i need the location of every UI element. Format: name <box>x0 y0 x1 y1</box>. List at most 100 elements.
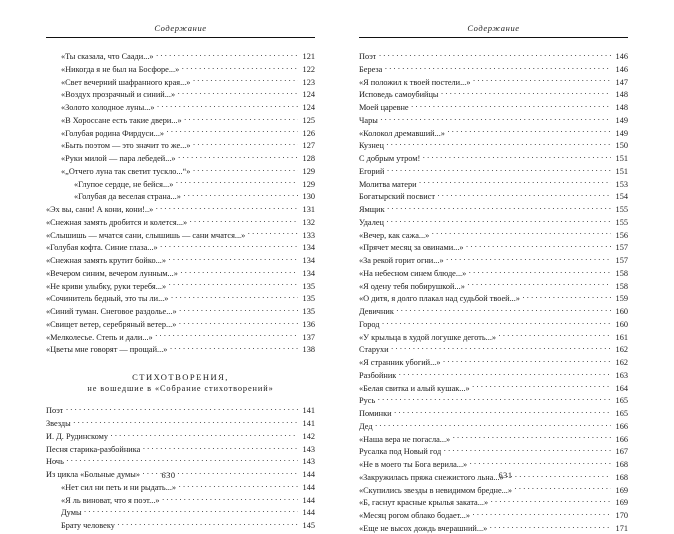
toc-entry[interactable]: Русалка под Новый год 167 <box>359 446 628 457</box>
toc-entry[interactable]: «Нет сил ни петь и ни рыдать...» 144 <box>46 482 315 493</box>
dot-leader <box>169 255 298 263</box>
toc-entry[interactable]: «Я ль виноват, что я поэт...» 144 <box>46 495 315 506</box>
toc-entry[interactable]: «Голубая да веселая страна...» 130 <box>46 191 315 202</box>
toc-entry-title: «Наша вера не погасла...» <box>359 434 451 444</box>
toc-entry-page-number: 123 <box>302 77 315 87</box>
toc-entry[interactable]: Чары 149 <box>359 115 628 126</box>
toc-entry[interactable]: «Эх вы, сани! А кони, кони!..» 131 <box>46 204 315 215</box>
toc-entry[interactable]: «Не криви улыбку, руки теребя...» 135 <box>46 281 315 292</box>
dot-leader <box>419 179 610 187</box>
toc-entry[interactable]: «На небесном синем блюде...» 158 <box>359 268 628 279</box>
toc-entry[interactable]: «Месяц рогом облако бодает...» 170 <box>359 510 628 521</box>
toc-entry[interactable]: Песня старика-разбойника 143 <box>46 444 315 455</box>
toc-entry[interactable]: Исповедь самоубийцы 148 <box>359 89 628 100</box>
toc-entry[interactable]: Разбойник 163 <box>359 370 628 381</box>
toc-entry[interactable]: «Еще не высох дождь вчерашний...» 171 <box>359 523 628 534</box>
dot-leader <box>66 456 297 464</box>
toc-entry-title: Удалец <box>359 217 384 227</box>
toc-entry[interactable]: Старухи 162 <box>359 344 628 355</box>
toc-entry[interactable]: «Цветы мне говорят — прощай...» 138 <box>46 344 315 355</box>
toc-entry[interactable]: «Снежная замять дробится и колется...» 13… <box>46 217 315 228</box>
toc-entry[interactable]: Поминки 165 <box>359 408 628 419</box>
toc-entry[interactable]: «В Хороссане есть такие двери...» 125 <box>46 115 315 126</box>
toc-entry-title: «Голубая да веселая страна...» <box>74 192 181 202</box>
toc-entry[interactable]: «Синий туман. Снеговое раздолье...» 135 <box>46 306 315 317</box>
toc-entry[interactable]: «Закружилась пряжа снежистого льна...» 16… <box>359 472 628 483</box>
toc-entry-page-number: 144 <box>302 508 315 518</box>
toc-entry[interactable]: «Свет вечерний шафранного края...» 123 <box>46 77 315 88</box>
toc-entry-page-number: 157 <box>615 243 628 253</box>
toc-entry[interactable]: «Снежная замять крутит бойко...» 134 <box>46 255 315 266</box>
toc-entry[interactable]: Богатырский посвист 154 <box>359 191 628 202</box>
toc-entry[interactable]: «Белая свитка и алый кушак...» 164 <box>359 383 628 394</box>
dot-leader <box>184 115 297 123</box>
toc-entry-page-number: 148 <box>615 90 628 100</box>
toc-entry[interactable]: «Воздух прозрачный и синий...» 124 <box>46 89 315 100</box>
toc-entry-page-number: 158 <box>615 268 628 278</box>
toc-entry[interactable]: «Я положил к твоей постели...» 147 <box>359 77 628 88</box>
toc-entry[interactable]: «„Отчего луна так светит тускло...“» 129 <box>46 166 315 177</box>
toc-entry[interactable]: «Сочинитель бедный, это ты ли...» 135 <box>46 293 315 304</box>
toc-entry[interactable]: Думы 144 <box>46 507 315 518</box>
toc-entry-page-number: 166 <box>615 421 628 431</box>
toc-entry[interactable]: Удалец 155 <box>359 217 628 228</box>
toc-entry-title: Береза <box>359 64 383 74</box>
toc-entry[interactable]: Ночь 143 <box>46 456 315 467</box>
dot-leader <box>248 230 298 238</box>
toc-entry-title: Чары <box>359 115 378 125</box>
toc-entry[interactable]: Поэт 146 <box>359 51 628 62</box>
toc-entry[interactable]: «За рекой горит огни...» 157 <box>359 255 628 266</box>
toc-entry[interactable]: «Голубая родина Фирдуси...» 126 <box>46 128 315 139</box>
toc-entry[interactable]: С добрым утром! 151 <box>359 153 628 164</box>
toc-entry[interactable]: «Я странник убогий...» 162 <box>359 357 628 368</box>
toc-entry[interactable]: Дед 166 <box>359 421 628 432</box>
toc-entry[interactable]: Поэт 141 <box>46 405 315 416</box>
toc-entry[interactable]: «Я одену тебя побирушкой...» 158 <box>359 281 628 292</box>
toc-entry-title: Брату человеку <box>61 521 115 531</box>
toc-entry[interactable]: Звезды 141 <box>46 418 315 429</box>
toc-entry-page-number: 129 <box>302 179 315 189</box>
toc-entry[interactable]: «Вечером синим, вечером лунным...» 134 <box>46 268 315 279</box>
toc-entry[interactable]: Егорий 151 <box>359 166 628 177</box>
toc-entry-page-number: 148 <box>615 103 628 112</box>
toc-entry[interactable]: Моей царевне 148 <box>359 102 628 113</box>
dot-leader <box>522 293 610 301</box>
toc-entry[interactable]: «Руки милой — пара лебедей...» 128 <box>46 153 315 164</box>
toc-entry-title: «За рекой горит огни...» <box>359 256 444 265</box>
toc-entry[interactable]: «Ты сказала, что Саади...» 121 <box>46 51 315 62</box>
toc-entry[interactable]: «Б, гаснут красные крылья заката...» 169 <box>359 497 628 508</box>
toc-entry[interactable]: «Свищет ветер, серебряный ветер...» 136 <box>46 319 315 330</box>
toc-entry[interactable]: И. Д. Рудинскому 142 <box>46 431 315 442</box>
toc-entry[interactable]: «Прячет месяц за овинами...» 157 <box>359 242 628 253</box>
toc-entry[interactable]: Русь 165 <box>359 395 628 406</box>
toc-entry[interactable]: Береза 146 <box>359 64 628 75</box>
toc-entry[interactable]: «У крыльца в худой логушке деготь...» 161 <box>359 332 628 343</box>
dot-leader <box>176 179 298 187</box>
toc-entry-page-number: 143 <box>302 457 315 467</box>
toc-entry-title: «„Отчего луна так светит тускло...“» <box>61 166 191 176</box>
toc-entry[interactable]: Из цикла «Больные думы» 144 <box>46 469 315 480</box>
toc-entry[interactable]: Ямщик 155 <box>359 204 628 215</box>
toc-entry[interactable]: «Глупое сердце, не бейся...» 129 <box>46 179 315 190</box>
toc-entry[interactable]: Кузнец 150 <box>359 140 628 151</box>
toc-entry[interactable]: «Голубая кофта. Синие глаза...» 134 <box>46 242 315 253</box>
toc-entry[interactable]: «Золото холодное луны...» 124 <box>46 102 315 113</box>
toc-entry[interactable]: «Быть поэтом — это значит то же...» 127 <box>46 140 315 151</box>
toc-entry[interactable]: «Слышишь — мчатся сани, слышишь — сани м… <box>46 230 315 241</box>
toc-entry-page-number: 151 <box>615 154 628 163</box>
toc-entry-page-number: 153 <box>615 179 628 189</box>
toc-entry[interactable]: «Скупились звезды в невидимом бредне...»… <box>359 485 628 496</box>
toc-entry[interactable]: «Наша вера не погасла...» 166 <box>359 434 628 445</box>
toc-entry[interactable]: «Не в моего ты Бога верила...» 168 <box>359 459 628 470</box>
toc-entry[interactable]: «Никогда я не был на Босфоре...» 122 <box>46 64 315 75</box>
toc-entry[interactable]: «Колокол дремавший...» 149 <box>359 128 628 139</box>
toc-entry[interactable]: Молитва матери 153 <box>359 179 628 190</box>
toc-entry[interactable]: Девичник 160 <box>359 306 628 317</box>
toc-entry[interactable]: Брату человеку 145 <box>46 520 315 531</box>
toc-entry[interactable]: «О дитя, я долго плакал над судьбой твое… <box>359 293 628 304</box>
toc-entry[interactable]: «Мелколесье. Степь и дали...» 137 <box>46 332 315 343</box>
toc-entry-title: «Голубая родина Фирдуси...» <box>61 128 165 138</box>
dot-leader <box>499 332 611 340</box>
toc-entry[interactable]: Город 160 <box>359 319 628 330</box>
toc-entry[interactable]: «Вечер, как сажа...» 156 <box>359 230 628 241</box>
